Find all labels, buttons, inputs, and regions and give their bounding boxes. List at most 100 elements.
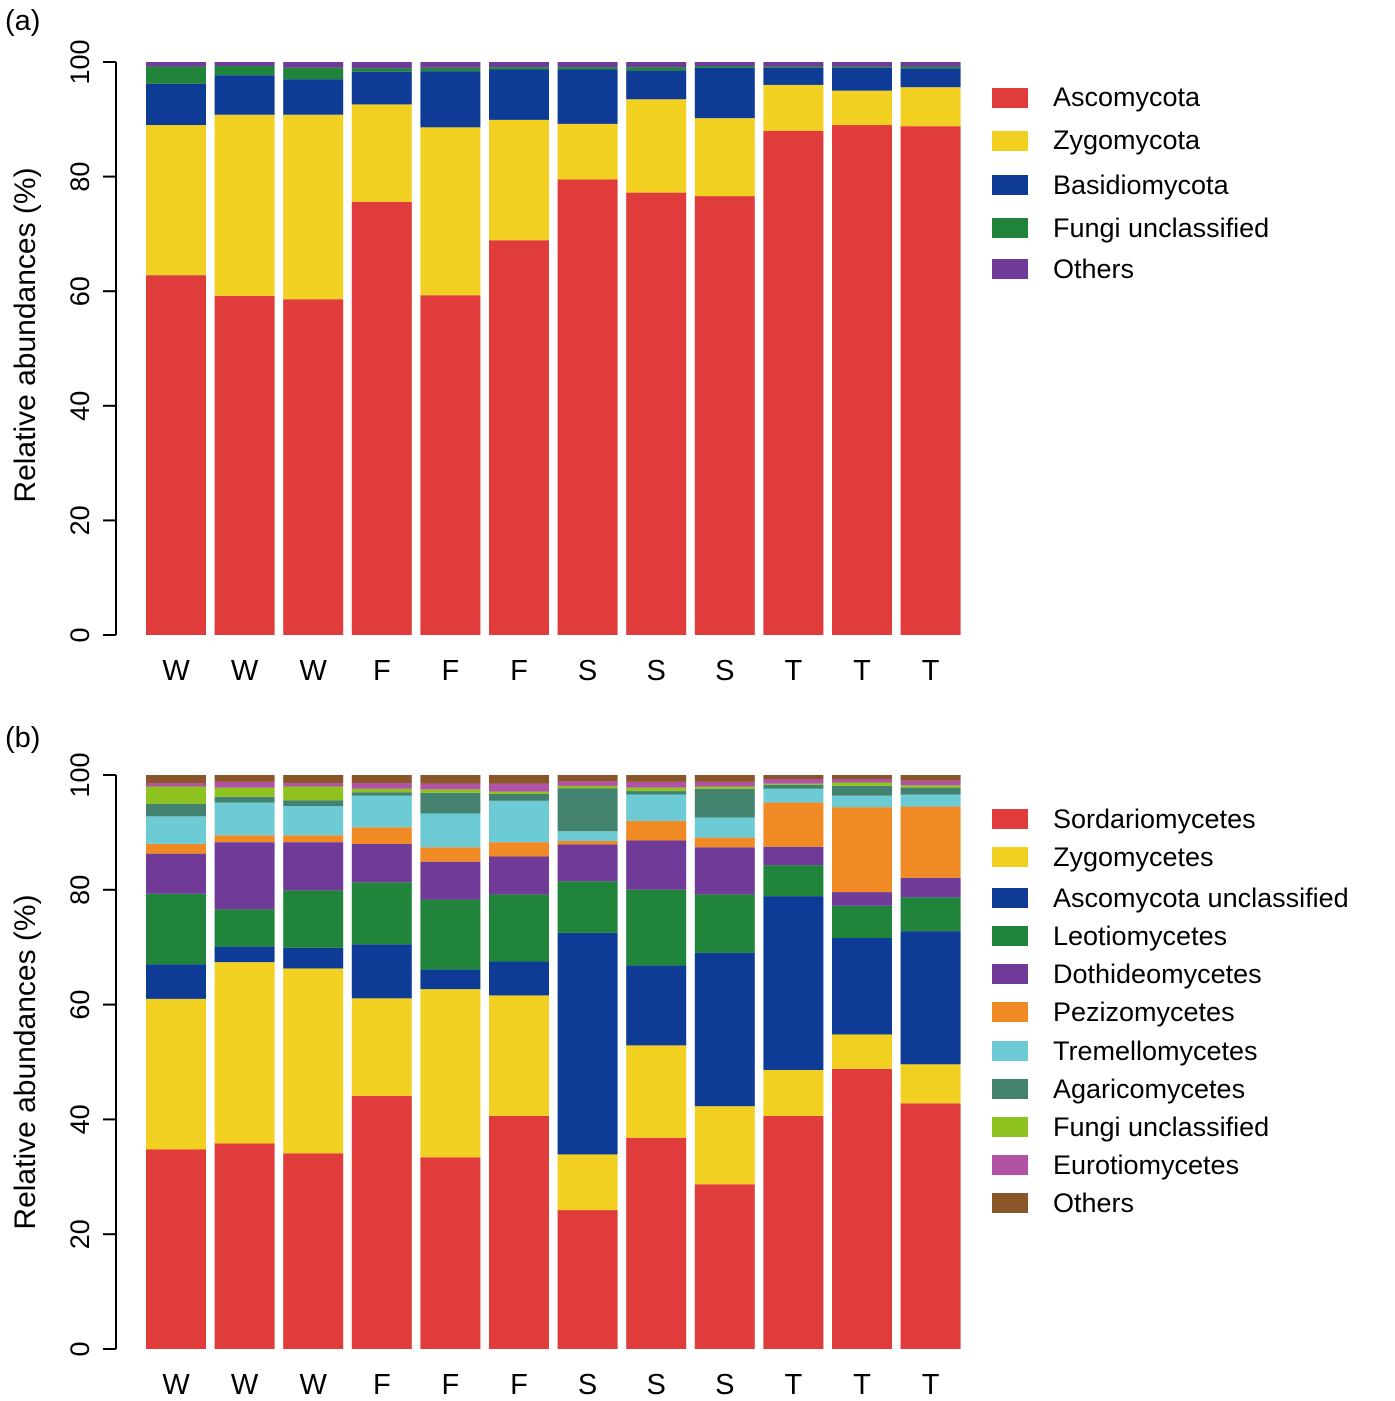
bar-segment-fungi-unclassified (420, 67, 481, 72)
panel-b-y-ticks: 0 20 40 60 80 100 (65, 752, 116, 1357)
y-tick-label: 20 (65, 505, 95, 535)
bar-segment-tremellomycetes (626, 794, 687, 821)
legend-a-swatch-others (992, 259, 1028, 279)
x-tick-label: W (162, 1369, 190, 1401)
x-tick-label: F (373, 1369, 391, 1401)
panel-a-ylabel: Relative abundances (%) (9, 167, 42, 502)
x-tick-label: S (578, 655, 597, 687)
bar-segment-sordariomycetes (489, 1115, 549, 1349)
bar-segment-others (763, 775, 824, 780)
bar-segment-fungi-unclassified (626, 67, 687, 71)
bar-segment-fungi-unclassified (283, 67, 344, 80)
bar-segment-pezizomycetes (694, 837, 755, 848)
bar-segment-agaricomycetes (146, 803, 206, 817)
bar-segment-tremellomycetes (900, 794, 961, 807)
bar-segment-zygomycota (283, 114, 344, 300)
bar-segment-zygomycetes (489, 995, 549, 1116)
bar-segment-ascomycota (900, 126, 961, 636)
x-tick-label: T (853, 655, 871, 687)
bar-segment-leotiomycetes (420, 899, 481, 970)
bar-segment-ascomycota-unclassified (146, 964, 206, 999)
bar-segment-pezizomycetes (146, 843, 206, 854)
legend-b-swatch-agaricomycetes (992, 1079, 1028, 1099)
bar-segment-dothideomycetes (214, 842, 275, 910)
bar-segment-sordariomycetes (557, 1210, 618, 1349)
bar-segment-pezizomycetes (489, 842, 549, 857)
bar-segment-agaricomycetes (900, 787, 961, 795)
bar-segment-tremellomycetes (283, 805, 344, 836)
bar-segment-agaricomycetes (557, 788, 618, 832)
bar-segment-fungi-unclassified (557, 67, 618, 70)
bar-segment-fungi-unclassified (489, 67, 549, 70)
bar-segment-zygomycetes (351, 998, 412, 1096)
legend-b-label-agaricomycetes: Agaricomycetes (1053, 1074, 1245, 1104)
x-tick-label: S (715, 1369, 734, 1401)
bar-segment-ascomycota-unclassified (420, 969, 481, 990)
bar-segment-fungi-unclassified (557, 785, 618, 789)
bar-segment-zygomycota (420, 127, 481, 296)
bar-segment-leotiomycetes (832, 905, 892, 939)
bar-segment-leotiomycetes (214, 909, 275, 947)
bar-segment-leotiomycetes (626, 889, 687, 966)
legend-b-swatch-others (992, 1193, 1028, 1213)
bar-segment-agaricomycetes (283, 800, 344, 806)
bar-segment-fungi-unclassified (214, 66, 275, 76)
bar-segment-pezizomycetes (283, 835, 344, 843)
bar-segment-others (214, 62, 275, 67)
bar-segment-others (489, 62, 549, 68)
bar-segment-basidiomycota (283, 79, 344, 115)
bar-segment-agaricomycetes (489, 793, 549, 801)
bar-segment-tremellomycetes (146, 816, 206, 844)
bar-segment-tremellomycetes (557, 831, 618, 842)
bar-segment-fungi-unclassified (694, 66, 755, 68)
legend-a-label-fungi-unclassified: Fungi unclassified (1053, 213, 1269, 243)
panel-a: (a) Relative abundances (%) 0 20 40 60 80 100… (5, 5, 1269, 687)
x-tick-label: F (510, 655, 528, 687)
bar-segment-basidiomycota (351, 71, 412, 105)
bar-segment-ascomycota-unclassified (489, 961, 549, 996)
legend-b-label-leotiomycetes: Leotiomycetes (1053, 921, 1227, 951)
legend-b-label-dothideomycetes: Dothideomycetes (1053, 959, 1262, 989)
bar-segment-fungi-unclassified (832, 782, 892, 786)
bar-segment-dothideomycetes (283, 842, 344, 891)
bar-segment-eurotiomycetes (557, 781, 618, 786)
bar-segment-sordariomycetes (763, 1115, 824, 1349)
legend-b-swatch-eurotiomycetes (992, 1155, 1028, 1175)
bar-segment-others (900, 775, 961, 781)
x-tick-label: W (231, 1369, 259, 1401)
bar-segment-zygomycota (763, 84, 824, 131)
bar-segment-tremellomycetes (694, 817, 755, 838)
legend-b-swatch-fungi-unclassified (992, 1117, 1028, 1137)
bar-segment-zygomycetes (420, 989, 481, 1158)
x-tick-label: W (162, 655, 190, 687)
bar-segment-ascomycota (146, 275, 206, 635)
bar-segment-fungi-unclassified (420, 789, 481, 793)
bar-segment-leotiomycetes (900, 897, 961, 932)
bar-segment-fungi-unclassified (283, 786, 344, 801)
x-tick-label: T (785, 655, 803, 687)
bar-segment-dothideomycetes (694, 847, 755, 895)
bar-segment-others (832, 62, 892, 67)
x-tick-label: W (300, 1369, 328, 1401)
legend-a-swatch-fungi-unclassified (992, 218, 1028, 238)
bar-segment-sordariomycetes (832, 1068, 892, 1349)
bar-segment-others (351, 775, 412, 784)
bar-segment-eurotiomycetes (420, 783, 481, 790)
bar-segment-fungi-unclassified (694, 786, 755, 789)
x-tick-label: T (922, 655, 940, 687)
legend-b-swatch-zygomycetes (992, 847, 1028, 867)
bar-segment-others (900, 62, 961, 67)
bar-segment-zygomycetes (763, 1070, 824, 1116)
bar-segment-agaricomycetes (832, 785, 892, 796)
legend-b-label-tremellomycetes: Tremellomycetes (1053, 1036, 1258, 1066)
bar-segment-ascomycota-unclassified (694, 952, 755, 1107)
bar-segment-ascomycota (214, 295, 275, 635)
bar-segment-zygomycetes (214, 962, 275, 1144)
bar-segment-pezizomycetes (351, 827, 412, 844)
x-tick-label: F (510, 1369, 528, 1401)
y-tick-label: 80 (65, 162, 95, 192)
bar-segment-leotiomycetes (557, 881, 618, 933)
bar-segment-sordariomycetes (900, 1103, 961, 1349)
bar-segment-zygomycota (900, 87, 961, 127)
